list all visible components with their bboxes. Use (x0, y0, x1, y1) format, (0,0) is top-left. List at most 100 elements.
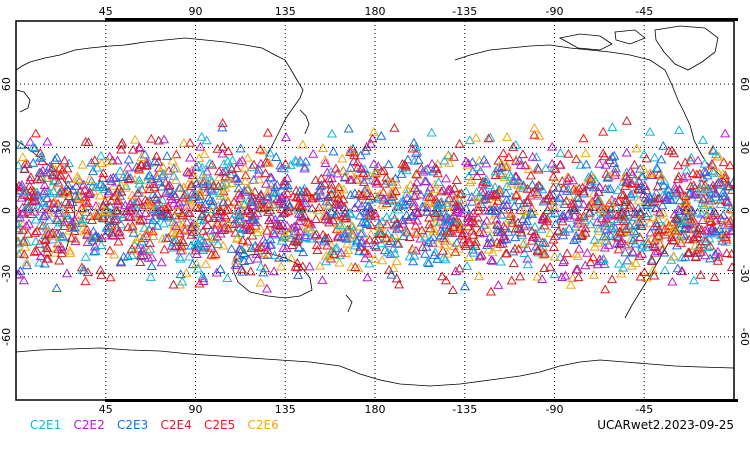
observation-marker (424, 196, 435, 206)
observation-marker (166, 227, 177, 237)
observation-marker (432, 168, 443, 178)
observation-marker (252, 227, 263, 237)
observation-marker (319, 234, 330, 244)
observation-marker (517, 149, 528, 159)
observation-marker (304, 261, 315, 271)
observation-marker (592, 216, 603, 226)
observation-marker (370, 190, 381, 200)
observation-marker (326, 207, 337, 217)
observation-marker (255, 261, 266, 271)
observation-marker (464, 135, 475, 145)
observation-marker (143, 158, 155, 167)
observation-marker (198, 225, 209, 235)
observation-marker (482, 238, 494, 247)
coastline-new-zealand (345, 294, 353, 313)
observation-marker (389, 122, 400, 132)
observation-marker (25, 136, 36, 146)
observation-marker (242, 152, 253, 162)
observation-marker (422, 202, 433, 212)
observation-marker (231, 163, 242, 173)
observation-marker (407, 143, 418, 153)
observation-marker (450, 266, 461, 276)
observation-marker (629, 174, 640, 184)
observation-marker (484, 232, 495, 242)
observation-marker (630, 258, 641, 267)
observation-marker (40, 235, 51, 245)
observation-marker (365, 171, 376, 181)
observation-marker (30, 214, 41, 224)
observation-marker (621, 115, 632, 125)
observation-marker (247, 212, 258, 222)
observation-marker (375, 221, 386, 231)
observation-marker (144, 238, 155, 247)
observation-marker (654, 193, 665, 202)
observation-marker (365, 191, 377, 201)
observation-marker (323, 191, 334, 201)
observation-marker (17, 152, 28, 162)
observation-marker (588, 182, 599, 192)
observation-marker (355, 228, 366, 238)
observation-marker (618, 190, 629, 199)
observation-marker (696, 208, 707, 218)
observation-marker (426, 127, 437, 137)
observation-marker (444, 193, 455, 203)
observation-marker (625, 191, 636, 201)
observation-marker (704, 193, 715, 203)
observation-marker (620, 224, 632, 234)
observation-marker (629, 159, 640, 169)
observation-marker (362, 272, 373, 282)
observation-marker (610, 229, 621, 239)
observation-marker (116, 186, 127, 196)
observation-marker (18, 275, 29, 285)
observation-marker (237, 223, 248, 233)
observation-marker (382, 233, 394, 243)
observation-marker (345, 144, 356, 154)
observation-marker (156, 181, 168, 191)
observation-marker (190, 162, 202, 171)
observation-marker (105, 201, 116, 211)
observation-marker (37, 165, 48, 175)
observation-marker (675, 234, 686, 244)
observation-marker (226, 243, 237, 253)
observation-marker (397, 215, 408, 225)
observation-marker (284, 227, 295, 237)
observation-marker (491, 214, 502, 224)
observation-marker (415, 189, 426, 199)
observation-marker (112, 214, 123, 223)
observation-marker (187, 259, 198, 269)
observation-marker (656, 154, 667, 164)
axis-tick-labels: 45 45 90 90 135 135 180 180 -135 -135 -90 -90 -45 -45… (0, 5, 750, 416)
observation-marker (269, 250, 280, 260)
observation-marker (562, 209, 573, 219)
observation-marker (672, 174, 683, 184)
observation-marker (472, 197, 484, 206)
observation-marker (610, 163, 621, 173)
observation-marker (243, 255, 255, 264)
observation-marker (299, 210, 310, 220)
observation-marker (506, 275, 517, 285)
observation-marker (233, 188, 245, 198)
observation-marker (212, 218, 223, 228)
observation-marker (649, 196, 660, 206)
observation-marker (218, 225, 229, 234)
observation-marker (636, 171, 647, 181)
observation-marker (126, 243, 137, 253)
lon-tick-label-bottom: -135 (452, 403, 477, 416)
observation-marker (611, 238, 622, 248)
observation-marker (310, 175, 321, 184)
observation-marker (376, 238, 387, 248)
observation-marker (115, 219, 127, 229)
observation-marker (720, 237, 731, 246)
observation-marker (501, 194, 512, 204)
observation-marker (416, 163, 427, 173)
observation-marker (580, 223, 591, 233)
observation-marker (22, 228, 33, 238)
observation-marker (547, 158, 558, 168)
observation-marker (668, 251, 679, 261)
observation-marker (211, 205, 222, 215)
observation-marker (22, 159, 33, 169)
observation-marker (681, 165, 692, 175)
observation-marker (465, 237, 476, 247)
observation-marker (204, 183, 215, 193)
